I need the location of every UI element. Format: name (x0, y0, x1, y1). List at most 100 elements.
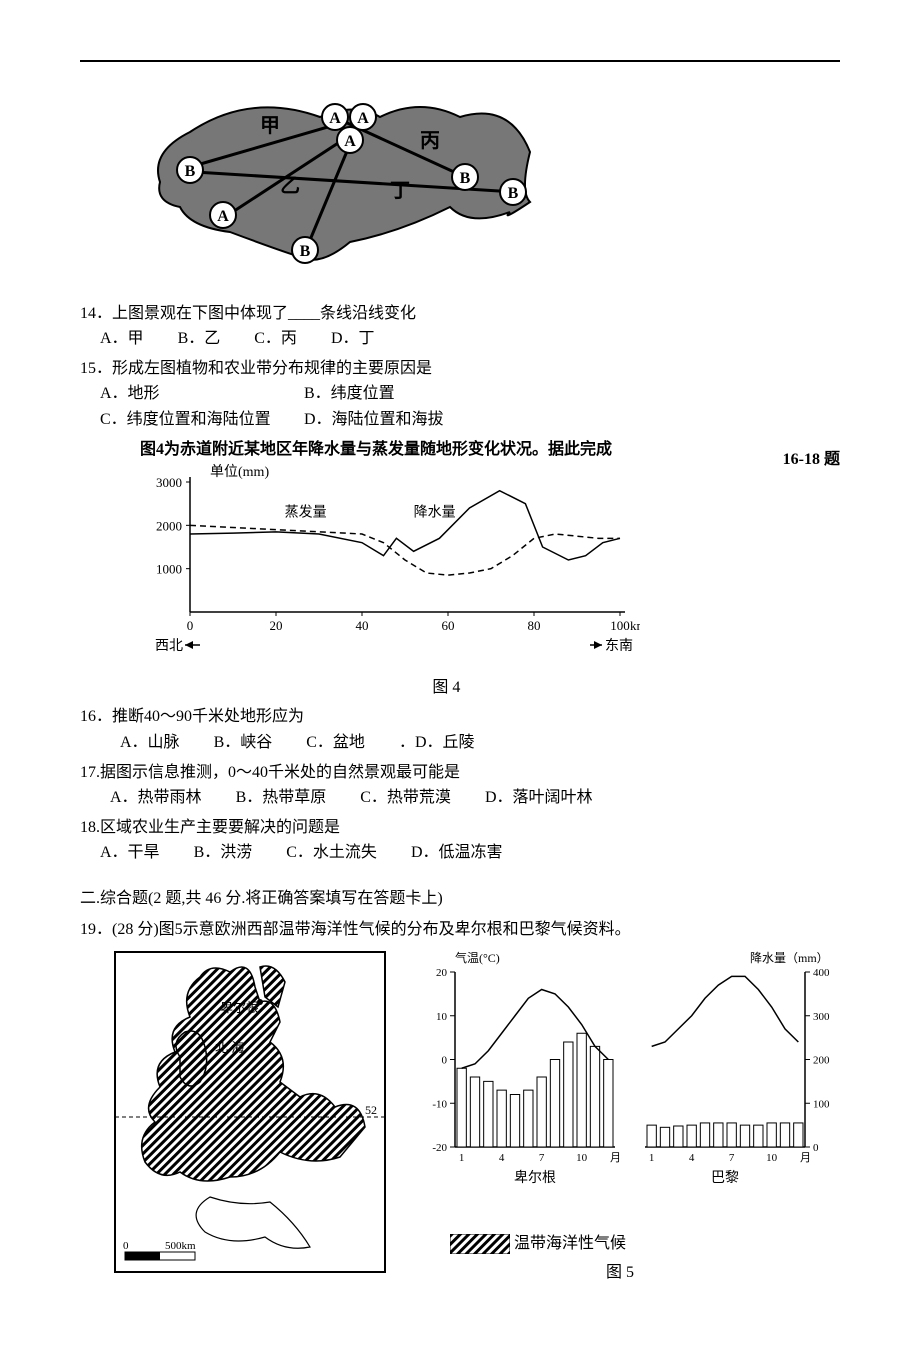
map-label-A1: A (329, 110, 341, 127)
q18-text: 18.区域农业生产主要要解决的问题是 (80, 815, 840, 841)
svg-text:4: 4 (689, 1152, 695, 1164)
svg-text:降水量: 降水量 (414, 505, 456, 521)
q14-opt-c: C．丙 (254, 326, 297, 352)
q17-opt-b: B．热带草原 (236, 785, 327, 811)
svg-text:1: 1 (649, 1152, 655, 1164)
svg-text:降水量（mm）: 降水量（mm） (750, 951, 829, 965)
map-label-yi: 乙 (280, 175, 300, 197)
q15-options: A．地形 B．纬度位置 C．纬度位置和海陆位置 D．海陆位置和海拔 (100, 381, 840, 432)
svg-text:0: 0 (442, 1055, 448, 1067)
map-label-B2: B (300, 243, 311, 260)
q14-opt-b: B．乙 (178, 326, 221, 352)
q16-opt-c: C．盆地 (306, 730, 365, 756)
q17-opt-a: A．热带雨林 (110, 785, 202, 811)
svg-text:蒸发量: 蒸发量 (285, 505, 327, 521)
q18-opt-c: C．水土流失 (286, 840, 377, 866)
q14-options: A．甲 B．乙 C．丙 D．丁 (100, 326, 840, 352)
svg-text:单位(mm): 单位(mm) (210, 464, 269, 480)
fig5-caption: 图 5 (410, 1260, 830, 1286)
question-14: 14．上图景观在下图中体现了____条线沿线变化 A．甲 B．乙 C．丙 D．丁 (80, 301, 840, 352)
svg-text:0: 0 (187, 618, 194, 633)
question-17: 17.据图示信息推测，0～40千米处的自然景观最可能是 A．热带雨林 B．热带草… (80, 760, 840, 811)
svg-text:1000: 1000 (156, 562, 182, 577)
q16-options: A．山脉 B．峡谷 C．盆地 ．D．丘陵 (120, 730, 840, 756)
svg-text:40: 40 (356, 618, 369, 633)
map-label-ding: 丁 (390, 180, 410, 202)
question-18: 18.区域农业生产主要要解决的问题是 A．干旱 B．洪涝 C．水土流失 D．低温… (80, 815, 840, 866)
svg-text:0: 0 (123, 1240, 129, 1252)
svg-text:10: 10 (766, 1152, 778, 1164)
svg-text:卑尔根: 卑尔根 (514, 1169, 556, 1186)
svg-text:1: 1 (459, 1152, 465, 1164)
svg-text:东南: 东南 (605, 638, 633, 654)
q17-opt-c: C．热带荒漠 (360, 785, 451, 811)
svg-text:100: 100 (813, 1098, 830, 1110)
svg-text:4: 4 (499, 1152, 505, 1164)
svg-text:3000: 3000 (156, 475, 182, 490)
fig5-climate-chart: 气温(°C)降水量（mm）-20-10010200100200300400147… (410, 947, 830, 1207)
q16-opt-a: A．山脉 (120, 730, 180, 756)
q14-opt-a: A．甲 (100, 326, 144, 352)
q16-opt-b: B．峡谷 (214, 730, 273, 756)
map-label-A2: A (357, 110, 369, 127)
q15-opt-b: B．纬度位置 (304, 385, 395, 402)
q19-text: 19．(28 分)图5示意欧洲西部温带海洋性气候的分布及卑尔根和巴黎气候资料。 (80, 917, 840, 943)
svg-text:20: 20 (270, 618, 283, 633)
question-15: 15．形成左图植物和农业带分布规律的主要原因是 A．地形 B．纬度位置 C．纬度… (80, 356, 840, 433)
map-label-A4: A (217, 208, 229, 225)
q15-opt-c: C．纬度位置和海陆位置 (100, 407, 300, 433)
top-horizontal-rule (80, 60, 840, 62)
fig4-intro: 图4为赤道附近某地区年降水量与蒸发量随地形变化状况。据此完成 (140, 437, 773, 463)
map-label-B1: B (185, 163, 196, 180)
svg-text:月: 月 (800, 1152, 811, 1164)
fig4-chart: 单位(mm)100020003000020406080100km蒸发量降水量西北… (120, 462, 640, 662)
fig4-side-label: 16-18 题 (783, 447, 840, 473)
map-label-A3: A (344, 133, 356, 150)
figure-5: 卑尔根北 海520500km 气温(°C)降水量（mm）-20-10010200… (110, 947, 840, 1286)
q18-opt-d: D．低温冻害 (411, 840, 503, 866)
q17-opt-d: D．落叶阔叶林 (485, 785, 593, 811)
q16-text: 16．推断40～90千米处地形应为 (80, 704, 840, 730)
q18-options: A．干旱 B．洪涝 C．水土流失 D．低温冻害 (100, 840, 840, 866)
question-16: 16．推断40～90千米处地形应为 A．山脉 B．峡谷 C．盆地 ．D．丘陵 (80, 704, 840, 755)
svg-text:气温(°C): 气温(°C) (455, 950, 500, 965)
svg-text:7: 7 (729, 1152, 735, 1164)
question-19: 19．(28 分)图5示意欧洲西部温带海洋性气候的分布及卑尔根和巴黎气候资料。 (80, 917, 840, 943)
map-label-bing: 丙 (420, 130, 440, 152)
svg-text:52: 52 (365, 1103, 377, 1117)
figure-4-row: 图4为赤道附近某地区年降水量与蒸发量随地形变化状况。据此完成 单位(mm) 100… (120, 437, 840, 701)
svg-text:月: 月 (610, 1152, 621, 1164)
svg-text:7: 7 (539, 1152, 545, 1164)
q18-opt-b: B．洪涝 (194, 840, 253, 866)
svg-text:北 海: 北 海 (215, 1040, 244, 1055)
q14-text: 14．上图景观在下图中体现了____条线沿线变化 (80, 301, 840, 327)
q17-options: A．热带雨林 B．热带草原 C．热带荒漠 D．落叶阔叶林 (110, 785, 840, 811)
svg-text:10: 10 (436, 1011, 448, 1023)
svg-text:80: 80 (528, 618, 541, 633)
fig4-caption: 图 4 (120, 675, 773, 701)
svg-text:-20: -20 (432, 1142, 447, 1154)
svg-text:-10: -10 (432, 1098, 447, 1110)
island-map-svg: A A A A B B B B 甲 乙 丙 丁 (130, 92, 550, 282)
svg-text:20: 20 (436, 967, 448, 979)
fig5-map: 卑尔根北 海 52 0 500km (110, 947, 390, 1277)
svg-text:500km: 500km (165, 1240, 196, 1252)
svg-text:km: km (630, 618, 640, 633)
svg-text:巴黎: 巴黎 (711, 1170, 739, 1186)
map-label-B3: B (460, 170, 471, 187)
section-2-title: 二.综合题(2 题,共 46 分.将正确答案填写在答题卡上) (80, 886, 840, 912)
svg-text:卑尔根: 卑尔根 (220, 1000, 259, 1015)
svg-text:2000: 2000 (156, 518, 182, 533)
svg-text:60: 60 (442, 618, 455, 633)
figure-island-map: A A A A B B B B 甲 乙 丙 丁 (130, 92, 840, 291)
q15-opt-d: D．海陆位置和海拔 (304, 411, 444, 428)
svg-text:200: 200 (813, 1055, 830, 1067)
svg-text:300: 300 (813, 1011, 830, 1023)
q17-text: 17.据图示信息推测，0～40千米处的自然景观最可能是 (80, 760, 840, 786)
map-label-jia: 甲 (260, 115, 280, 137)
q15-opt-a: A．地形 (100, 381, 300, 407)
svg-text:100: 100 (610, 618, 630, 633)
svg-text:10: 10 (576, 1152, 588, 1164)
map-label-B4: B (508, 185, 519, 202)
fig5-legend: 温带海洋性气候 (450, 1231, 830, 1257)
